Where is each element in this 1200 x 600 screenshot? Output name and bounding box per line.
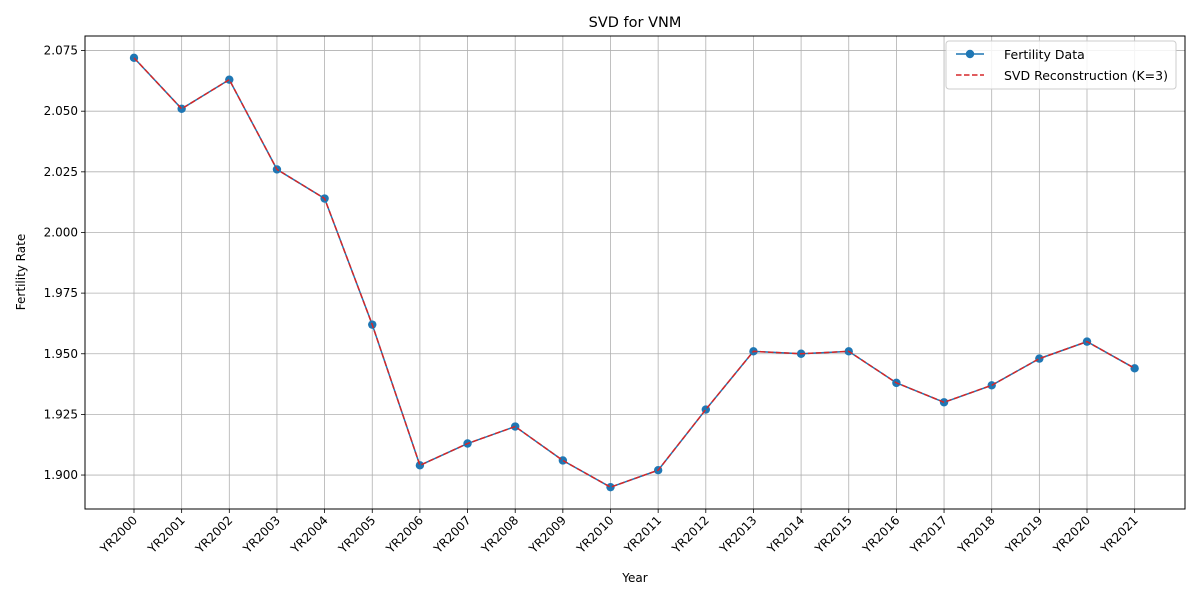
- x-tick-label: YR2017: [907, 513, 950, 556]
- data-point-fertility-data: [1130, 364, 1139, 373]
- data-point-fertility-data: [1035, 354, 1044, 363]
- x-tick-label: YR2002: [192, 513, 235, 556]
- x-tick-label: YR2021: [1097, 513, 1140, 556]
- x-tick-label: YR2016: [859, 513, 902, 556]
- x-tick-label: YR2013: [716, 513, 759, 556]
- x-tick-label: YR2009: [526, 513, 569, 556]
- legend-box: [945, 40, 1177, 90]
- x-tick-label: YR2003: [240, 513, 283, 556]
- x-tick-label: YR2006: [383, 513, 426, 556]
- legend: Fertility Data SVD Reconstruction (K=3): [945, 40, 1177, 90]
- x-tick-label: YR2018: [955, 513, 998, 556]
- plot-area: [85, 36, 1185, 509]
- x-tick-label: YR2014: [764, 513, 807, 556]
- x-tick-label: YR2020: [1050, 513, 1093, 556]
- series-layer: [129, 53, 1139, 492]
- legend-label-fertility-data: Fertility Data: [1004, 47, 1085, 62]
- y-tick-label: 1.900: [44, 468, 78, 482]
- x-tick-label: YR2005: [335, 513, 378, 556]
- x-tick-label: YR2011: [621, 513, 664, 556]
- grid-lines: [85, 36, 1185, 509]
- plot-frame: [84, 35, 1186, 510]
- legend-label-svd-reconstruction: SVD Reconstruction (K=3): [1004, 68, 1168, 83]
- x-axis-label: Year: [621, 571, 647, 585]
- x-tick-label: YR2019: [1002, 513, 1045, 556]
- x-tick-label: YR2007: [430, 513, 473, 556]
- legend-marker-fertility-data: [965, 49, 975, 59]
- data-point-fertility-data: [415, 461, 425, 470]
- y-tick-label: 2.000: [44, 225, 78, 239]
- x-tick-label: YR2001: [144, 513, 187, 556]
- chart-title: SVD for VNM: [589, 15, 682, 31]
- data-point-fertility-data: [606, 482, 615, 492]
- x-tick-label: YR2004: [287, 513, 330, 556]
- y-tick-label: 1.950: [44, 347, 78, 361]
- y-tick-label: 2.025: [44, 165, 78, 179]
- series-line-fertility-data: [133, 57, 1136, 488]
- y-tick-label: 1.975: [44, 286, 78, 300]
- x-tick-label: YR2008: [478, 513, 521, 556]
- y-tick-label: 2.050: [44, 104, 78, 118]
- x-tick-label: YR2012: [669, 513, 712, 556]
- y-tick-label: 2.075: [44, 44, 78, 58]
- x-tick-label: YR2010: [573, 513, 616, 556]
- y-tick-label: 1.925: [44, 407, 78, 421]
- y-axis-label: Fertility Rate: [14, 234, 28, 310]
- x-tick-label: YR2015: [812, 513, 855, 556]
- x-axis: YR2000 YR2001 YR2002 YR2003 YR2004 YR2005 YR20…: [97, 509, 1141, 557]
- x-tick-label: YR2000: [97, 513, 140, 556]
- y-axis: 1.900 1.925 1.950 1.975 2.000 2.025 2.050 2.075: [44, 44, 85, 482]
- data-point-fertility-data: [225, 75, 234, 84]
